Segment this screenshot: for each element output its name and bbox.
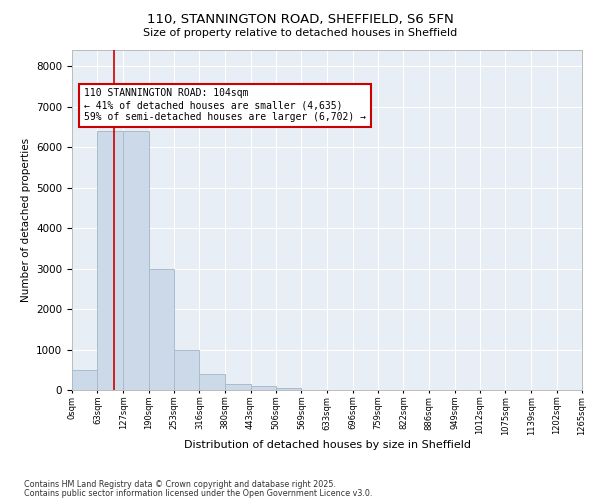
- Bar: [225, 384, 251, 390]
- Bar: [174, 350, 199, 390]
- X-axis label: Distribution of detached houses by size in Sheffield: Distribution of detached houses by size …: [184, 440, 470, 450]
- Text: Contains HM Land Registry data © Crown copyright and database right 2025.: Contains HM Land Registry data © Crown c…: [24, 480, 336, 489]
- Bar: [97, 131, 123, 390]
- Bar: [149, 268, 174, 390]
- Text: 110 STANNINGTON ROAD: 104sqm
← 41% of detached houses are smaller (4,635)
59% of: 110 STANNINGTON ROAD: 104sqm ← 41% of de…: [84, 88, 366, 122]
- Bar: [72, 370, 97, 390]
- Text: Contains public sector information licensed under the Open Government Licence v3: Contains public sector information licen…: [24, 488, 373, 498]
- Bar: [123, 131, 149, 390]
- Bar: [251, 386, 276, 390]
- Bar: [276, 388, 301, 390]
- Y-axis label: Number of detached properties: Number of detached properties: [20, 138, 31, 302]
- Text: 110, STANNINGTON ROAD, SHEFFIELD, S6 5FN: 110, STANNINGTON ROAD, SHEFFIELD, S6 5FN: [146, 12, 454, 26]
- Text: Size of property relative to detached houses in Sheffield: Size of property relative to detached ho…: [143, 28, 457, 38]
- Bar: [199, 374, 225, 390]
